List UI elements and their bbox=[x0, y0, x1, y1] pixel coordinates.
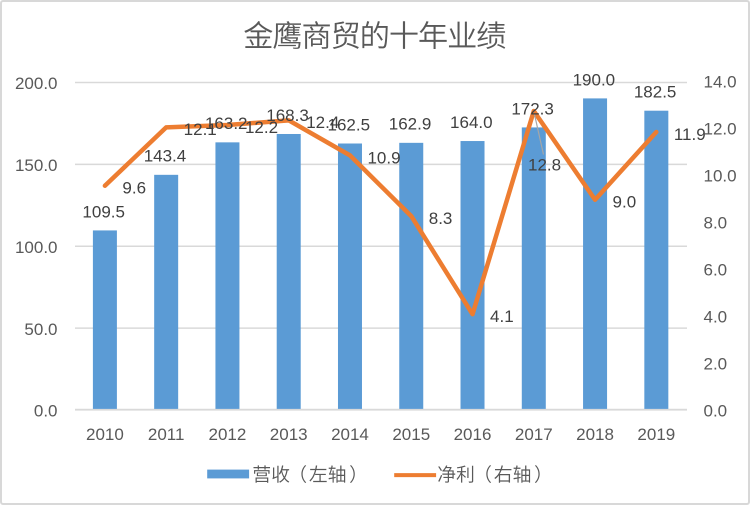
svg-text:0.0: 0.0 bbox=[34, 402, 58, 421]
svg-text:6.0: 6.0 bbox=[704, 260, 728, 279]
svg-text:162.9: 162.9 bbox=[389, 115, 432, 134]
svg-text:2019: 2019 bbox=[637, 425, 675, 444]
svg-text:14.0: 14.0 bbox=[704, 72, 737, 91]
svg-text:182.5: 182.5 bbox=[634, 83, 677, 102]
svg-text:150.0: 150.0 bbox=[15, 156, 58, 175]
svg-text:163.2: 163.2 bbox=[205, 114, 248, 133]
svg-text:2010: 2010 bbox=[86, 425, 124, 444]
svg-text:2.0: 2.0 bbox=[704, 354, 728, 373]
svg-text:162.5: 162.5 bbox=[328, 115, 371, 134]
svg-text:9.0: 9.0 bbox=[613, 193, 637, 212]
svg-text:2017: 2017 bbox=[515, 425, 553, 444]
svg-text:2016: 2016 bbox=[454, 425, 492, 444]
svg-text:12.2: 12.2 bbox=[245, 118, 278, 137]
svg-text:109.5: 109.5 bbox=[82, 202, 125, 221]
svg-text:168.3: 168.3 bbox=[266, 106, 309, 125]
svg-text:172.3: 172.3 bbox=[511, 99, 554, 118]
svg-text:164.0: 164.0 bbox=[450, 113, 493, 132]
svg-text:2015: 2015 bbox=[392, 425, 430, 444]
svg-text:12.1: 12.1 bbox=[184, 120, 217, 139]
svg-text:2018: 2018 bbox=[576, 425, 614, 444]
svg-text:4.0: 4.0 bbox=[704, 307, 728, 326]
svg-text:100.0: 100.0 bbox=[15, 238, 58, 257]
svg-text:2014: 2014 bbox=[331, 425, 369, 444]
svg-text:9.6: 9.6 bbox=[122, 179, 146, 198]
svg-text:2013: 2013 bbox=[270, 425, 308, 444]
svg-text:12.8: 12.8 bbox=[528, 155, 561, 174]
svg-text:4.1: 4.1 bbox=[490, 307, 514, 326]
svg-text:2012: 2012 bbox=[209, 425, 247, 444]
svg-text:10.0: 10.0 bbox=[704, 166, 737, 185]
svg-text:200.0: 200.0 bbox=[15, 74, 58, 93]
svg-text:8.3: 8.3 bbox=[429, 209, 453, 228]
svg-text:50.0: 50.0 bbox=[24, 320, 57, 339]
svg-text:8.0: 8.0 bbox=[704, 213, 728, 232]
svg-text:143.4: 143.4 bbox=[144, 147, 187, 166]
svg-text:11.9: 11.9 bbox=[674, 125, 706, 144]
svg-text:10.9: 10.9 bbox=[367, 148, 400, 167]
svg-text:12.0: 12.0 bbox=[704, 119, 737, 138]
svg-text:2011: 2011 bbox=[148, 425, 185, 444]
svg-text:0.0: 0.0 bbox=[704, 401, 728, 420]
svg-text:12.4: 12.4 bbox=[306, 113, 339, 132]
svg-text:190.0: 190.0 bbox=[573, 70, 616, 89]
